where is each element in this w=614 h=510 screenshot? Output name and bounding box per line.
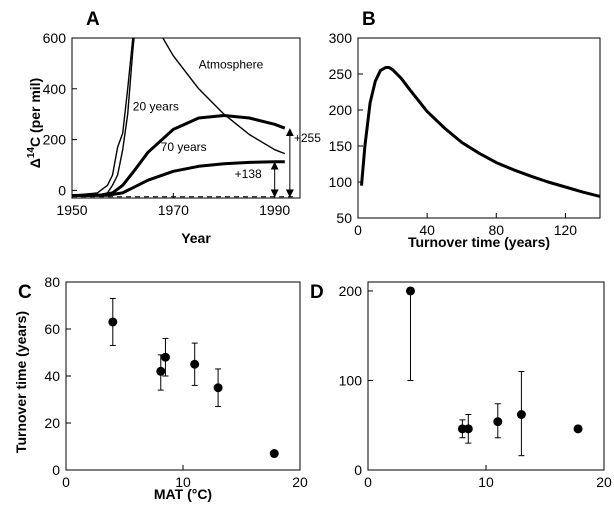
data-point [405,286,415,296]
y-axis-label: Δ14C (per mil) [26,78,43,168]
x-tick-label: 1950 [56,202,87,218]
x-tick-label: 0 [364,474,372,490]
panel-a: 1950 1970 1990 0 200 400 600 Atmosphere 20 years… [26,9,321,246]
plot-frame [71,37,301,199]
y-tick-label: 250 [329,66,353,82]
y-tick-label: 150 [329,138,353,154]
panel-letter: C [18,282,32,303]
x-tick-label: 10 [175,474,191,490]
y-tick-label: 100 [329,174,353,190]
y-tick-label: 60 [44,321,60,337]
y-tick-label: 0 [354,462,362,478]
y-tick-label: 40 [44,368,60,384]
data-point [108,317,118,327]
y-tick-label: 80 [44,274,60,290]
plot-frame [65,281,301,471]
panel-c: 0 10 20 0 20 40 60 80 MAT (°C) Turnover time (yea… [13,274,308,502]
x-tick-label: 0 [62,474,70,490]
data-point [573,424,583,434]
y-tick-label: 200 [329,102,353,118]
data-point [493,417,503,427]
difference-label: +138 [235,167,262,181]
x-tick-label: 120 [554,222,578,238]
y-tick-label: 300 [329,30,353,46]
panel-letter: D [310,282,324,303]
panel-b: 0 40 80 120 50 100 150 200 250 300 Turnover time (… [329,9,601,250]
y-tick-label: 200 [339,283,363,299]
x-tick-label: 10 [478,474,494,490]
x-axis-label: MAT (°C) [154,486,212,502]
y-tick-label: 600 [43,30,67,46]
atmosphere-line [72,38,286,197]
turnover-70-years-line [72,114,286,197]
x-tick-label: 20 [596,474,612,490]
delta14c-vs-turnover-line [360,66,601,198]
x-axis-label: Year [181,230,211,246]
data-point [269,449,279,459]
y-tick-label: 50 [336,210,352,226]
x-tick-label: 0 [354,222,362,238]
x-tick-label: 20 [292,474,308,490]
slow-pool-line [72,160,285,197]
x-tick-label: 80 [488,222,504,238]
plot-frame [367,281,605,471]
panel-letter: A [86,9,100,30]
series-label: Atmosphere [199,57,264,71]
x-tick-label: 40 [419,222,435,238]
y-tick-label: 200 [43,132,67,148]
difference-label: +255 [294,131,321,145]
data-point [160,352,170,362]
data-point [190,359,200,369]
panel-letter: B [362,9,376,30]
data-point [463,424,473,434]
y-tick-label: 20 [44,415,60,431]
y-tick-label: 0 [58,182,66,198]
y-tick-label: 100 [339,372,363,388]
data-point [213,383,223,393]
y-tick-label: 400 [43,81,67,97]
y-axis-label: Turnover time (years) [13,311,29,453]
x-tick-label: 1990 [259,202,290,218]
series-label: 20 years [133,99,179,113]
x-tick-label: 1970 [158,202,189,218]
x-axis-label: Turnover time (years) [408,234,550,250]
data-point [516,409,526,419]
y-tick-label: 0 [52,462,60,478]
turnover-20-years-line [72,38,134,197]
plot-frame [357,37,601,219]
data-point [156,366,166,376]
series-label: 70 years [161,140,207,154]
